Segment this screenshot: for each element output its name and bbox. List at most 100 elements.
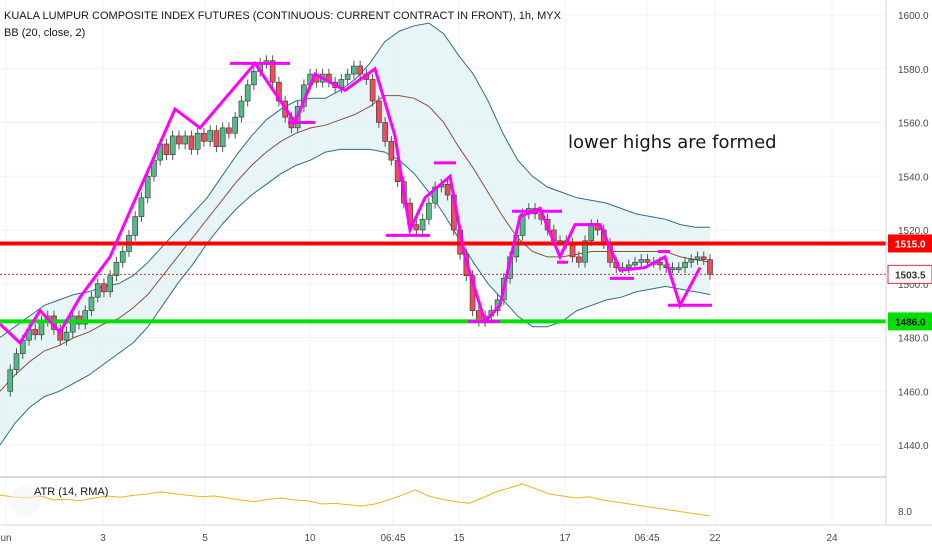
price-tick-label: 1560.0 — [898, 119, 929, 130]
price-tick-label: 1600.0 — [898, 11, 929, 22]
candle — [144, 175, 151, 199]
candle — [107, 275, 114, 293]
atr-indicator-label: ATR (14, RMA) — [34, 486, 109, 498]
candle — [101, 283, 107, 293]
time-tick-label: 3 — [100, 533, 106, 544]
candle — [88, 296, 95, 311]
candle — [657, 261, 663, 266]
candle — [232, 116, 238, 134]
candle — [138, 197, 145, 217]
atr-line — [0, 483, 711, 517]
candle — [519, 213, 526, 236]
atr-axis: 8.0 — [898, 507, 912, 518]
candle — [63, 331, 70, 341]
candle — [38, 321, 45, 336]
price-axis[interactable]: 1600.0 1580.0 1560.0 1540.0 1520.0 1500.0 1480… — [898, 11, 929, 452]
bollinger-lower-band — [0, 148, 711, 446]
price-tick-label: 1520.0 — [898, 226, 929, 237]
candle — [82, 310, 89, 325]
price-tick-label: 1480.0 — [898, 334, 929, 345]
candle — [226, 127, 232, 134]
candle — [182, 135, 188, 145]
candle — [169, 135, 176, 156]
candle — [588, 224, 595, 242]
price-label: 1515.0 — [895, 239, 926, 250]
candle — [269, 60, 276, 83]
candle — [32, 329, 39, 336]
candle — [13, 353, 20, 371]
time-tick-label: 15 — [453, 533, 465, 544]
candle — [213, 130, 220, 147]
price-tick-label: 1540.0 — [898, 172, 929, 183]
atr-tick-label: 8.0 — [898, 507, 912, 518]
candle — [163, 143, 170, 156]
candle — [357, 65, 363, 75]
indicator-label: BB (20, close, 2) — [4, 27, 86, 39]
candle — [132, 216, 139, 236]
candle — [432, 186, 438, 204]
candle — [207, 130, 213, 142]
price-tick-label: 1500.0 — [898, 280, 929, 291]
candle — [382, 122, 388, 142]
price-tick-label: 1440.0 — [898, 441, 929, 452]
chart-title: KUALA LUMPUR COMPOSITE INDEX FUTURES (CO… — [4, 10, 561, 22]
price-label: 1486.0 — [895, 317, 926, 328]
trend-drawings[interactable] — [0, 60, 712, 346]
candle — [682, 261, 688, 268]
tradingview-logo — [10, 486, 40, 516]
time-tick-label: 06:45 — [380, 533, 405, 544]
candle — [244, 84, 251, 102]
bollinger-basis — [0, 95, 711, 392]
candle — [176, 135, 182, 145]
price-label-box — [888, 234, 932, 253]
candle — [644, 259, 651, 263]
price-labels: 1515.0 1503.5 1486.0 — [887, 234, 932, 331]
candle — [94, 283, 101, 298]
candle — [625, 264, 632, 268]
candle — [219, 127, 226, 147]
candle — [351, 65, 357, 75]
bollinger-upper-band — [0, 22, 710, 338]
candle — [419, 218, 426, 231]
candle — [188, 135, 195, 150]
annotation-text: lower highs are formed — [568, 132, 777, 153]
price-label-box — [887, 264, 932, 284]
candle — [194, 132, 201, 150]
candle — [113, 261, 120, 276]
price-label-box — [888, 312, 932, 331]
candle — [700, 256, 707, 260]
candle — [707, 259, 713, 275]
time-tick-label: 24 — [826, 533, 838, 544]
price-tick-label: 1460.0 — [898, 387, 929, 398]
time-tick-label: 22 — [709, 533, 721, 544]
candle — [376, 100, 382, 123]
candle — [569, 243, 576, 258]
candle — [119, 251, 126, 263]
candle — [444, 184, 451, 196]
candle — [369, 79, 376, 102]
candle — [426, 202, 432, 220]
candle — [675, 267, 682, 270]
bollinger-band-fill — [0, 23, 710, 445]
candle — [388, 141, 395, 161]
candle — [575, 256, 582, 263]
time-tick-label: 5 — [202, 533, 208, 544]
candle — [632, 261, 638, 266]
price-tick-label: 1580.0 — [898, 65, 929, 76]
time-tick-label: un — [0, 533, 11, 544]
candle — [201, 132, 207, 142]
price-label: 1503.5 — [895, 270, 926, 281]
candle — [688, 259, 695, 263]
candle — [582, 240, 588, 263]
candle — [638, 259, 645, 263]
candle — [694, 256, 701, 260]
candle — [413, 224, 420, 231]
time-axis[interactable]: un 3 5 10 06:45 15 17 06:45 22 24 — [0, 533, 838, 544]
time-tick-label: 10 — [304, 533, 316, 544]
time-tick-label: 17 — [559, 533, 571, 544]
candle — [669, 267, 676, 270]
candle — [344, 73, 351, 80]
candle — [251, 71, 257, 86]
candle — [7, 369, 14, 392]
